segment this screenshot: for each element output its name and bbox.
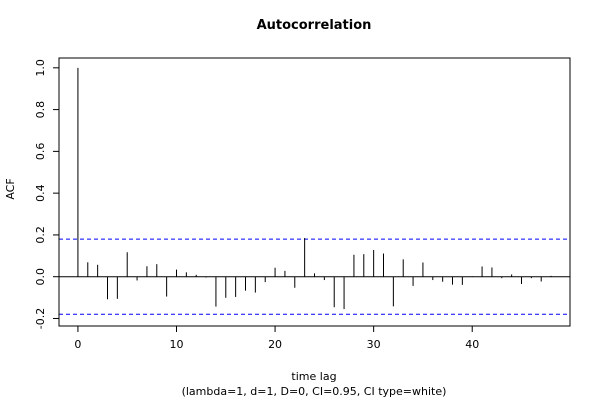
plot-frame — [58, 57, 571, 327]
y-tick-label: -0.2 — [34, 308, 47, 329]
y-tick-label: 0.6 — [34, 143, 47, 161]
x-tick-label: 10 — [169, 338, 183, 351]
chart-layer: 0 10 20 30 40 -0.2 0.0 0.2 0.4 0.6 0.8 1.0 — [34, 59, 570, 351]
x-tick-label: 0 — [74, 338, 81, 351]
x-tick-label: 20 — [268, 338, 282, 351]
x-axis-label: time lag — [291, 370, 336, 383]
y-tick-label: 1.0 — [34, 59, 47, 77]
x-tick-label: 30 — [367, 338, 381, 351]
x-tick-label: 40 — [465, 338, 479, 351]
y-tick-label: 0.4 — [34, 184, 47, 202]
y-tick-label: 0.0 — [34, 268, 47, 286]
y-tick-label: 0.8 — [34, 101, 47, 119]
chart-subtitle: (lambda=1, d=1, D=0, CI=0.95, CI type=wh… — [182, 385, 447, 398]
y-tick-label: 0.2 — [34, 226, 47, 244]
y-axis-label: ACF — [4, 178, 17, 199]
chart-title: Autocorrelation — [257, 18, 372, 33]
